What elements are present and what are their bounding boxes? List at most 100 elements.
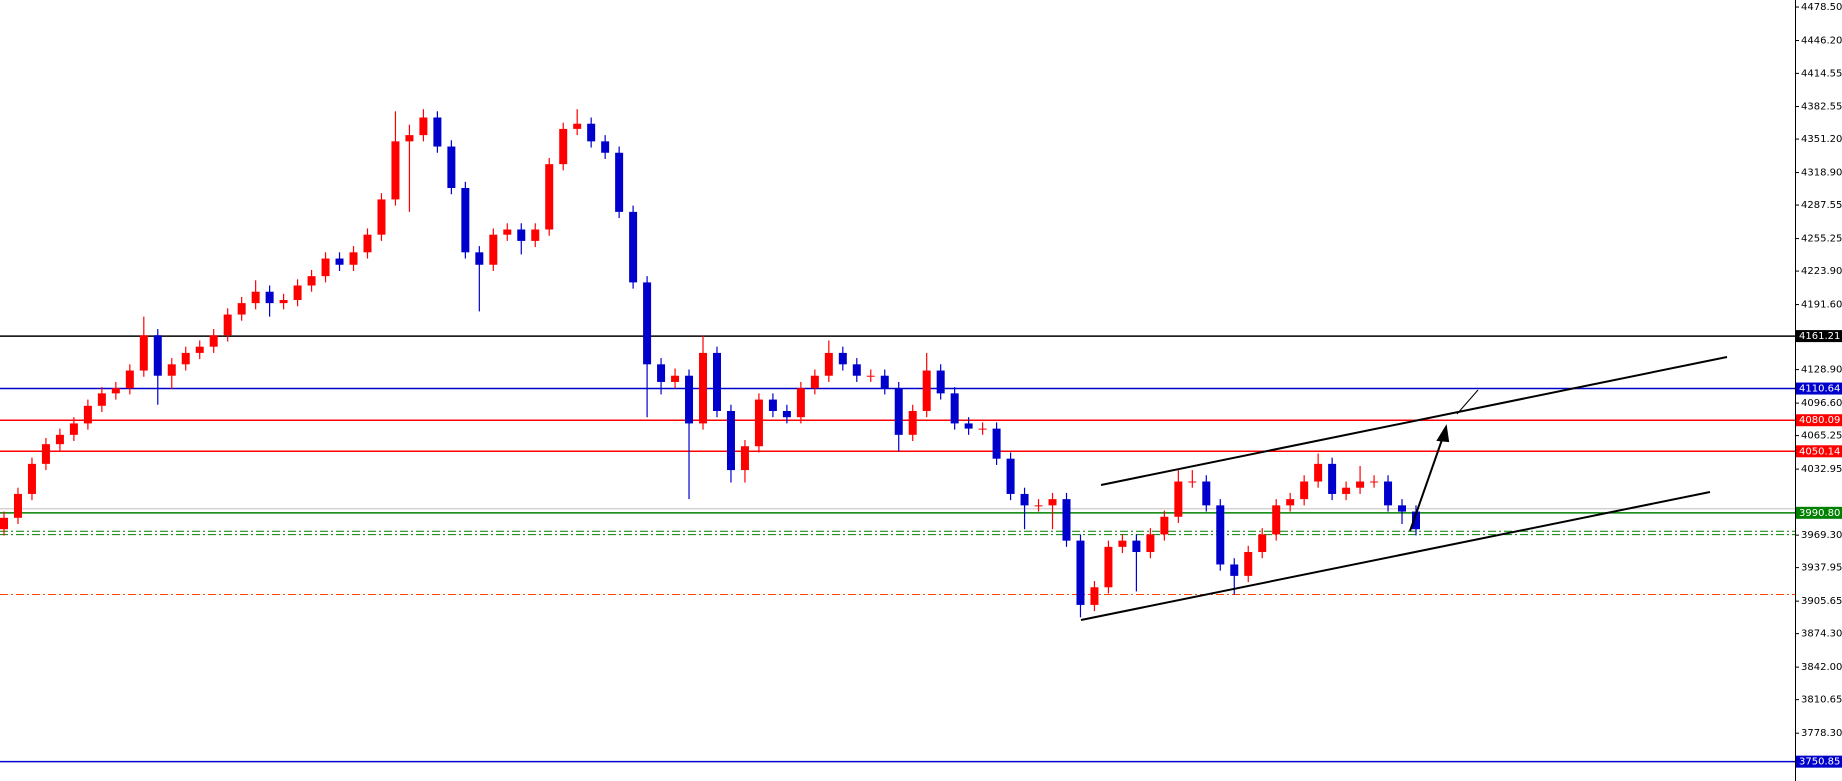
candle-body <box>1034 505 1043 507</box>
y-tick-label: 4065.25 <box>1801 431 1842 442</box>
price-tag <box>1796 414 1842 427</box>
price-tag <box>1796 506 1842 519</box>
y-tick-label: 4414.55 <box>1801 68 1842 79</box>
candle-body <box>740 446 749 471</box>
arrow-line <box>1409 433 1445 532</box>
price-tag <box>1796 330 1842 343</box>
candle-body <box>97 393 106 406</box>
candle-body <box>936 370 945 394</box>
candle-body <box>363 234 372 253</box>
candle-body <box>1188 481 1197 483</box>
arrow-projection <box>1456 389 1479 415</box>
candle-body <box>237 303 246 315</box>
candle-body <box>349 252 358 265</box>
candle-body <box>754 399 763 447</box>
candle-body <box>251 291 260 304</box>
candle-body <box>1356 481 1365 488</box>
y-tick-label: 4287.55 <box>1801 200 1842 211</box>
candle-body <box>27 463 36 494</box>
candle-body <box>335 258 344 265</box>
candle-body <box>992 428 1001 459</box>
candle-body <box>377 199 386 235</box>
channel-upper <box>1100 356 1728 486</box>
candle-body <box>489 234 498 265</box>
candle-body <box>671 375 680 382</box>
candle-body <box>139 335 148 371</box>
candle-body <box>880 375 889 389</box>
candle-body <box>615 152 624 212</box>
candle-body <box>782 410 791 418</box>
candle-body <box>629 211 638 283</box>
candle-body <box>545 164 554 230</box>
candle-body <box>447 146 456 189</box>
candle-body <box>1006 458 1015 494</box>
y-tick-label: 4128.90 <box>1801 365 1842 376</box>
price-tag-label: 4161.21 <box>1799 331 1840 342</box>
candle-body <box>1118 540 1127 547</box>
candle-body <box>503 229 512 235</box>
candle-body <box>1146 534 1155 553</box>
candle-body <box>279 300 288 304</box>
candle-body <box>699 352 708 424</box>
channel-lower <box>1080 491 1711 621</box>
candle-body <box>978 428 987 430</box>
y-tick-label: 4223.90 <box>1801 266 1842 277</box>
price-tag <box>1796 755 1842 768</box>
y-tick-label: 3969.30 <box>1801 530 1842 541</box>
candle-body <box>41 444 50 464</box>
price-tag <box>1796 445 1842 458</box>
candle-body <box>181 352 190 365</box>
y-tick-label: 3810.65 <box>1801 695 1842 706</box>
candle-body <box>768 399 777 411</box>
candle-body <box>1384 481 1393 506</box>
candle-body <box>1398 505 1407 512</box>
y-tick-label: 3874.30 <box>1801 629 1842 640</box>
candle-body <box>657 364 666 382</box>
candle-body <box>223 314 232 336</box>
candle-body <box>838 352 847 365</box>
candle-body <box>1272 505 1281 535</box>
candle-body <box>125 370 134 389</box>
arrow-head <box>1436 424 1450 443</box>
candle-body <box>1076 540 1085 605</box>
candle-body <box>433 117 442 147</box>
candle-body <box>922 370 931 411</box>
y-tick-label: 4351.20 <box>1801 134 1842 145</box>
candle-body <box>643 282 652 365</box>
candle-body <box>111 388 120 394</box>
candle-body <box>796 388 805 418</box>
candle-body <box>461 188 470 253</box>
candle-body <box>1062 499 1071 541</box>
candle-body <box>908 410 917 435</box>
candle-body <box>83 405 92 424</box>
candle-body <box>1202 481 1211 506</box>
candle-body <box>307 276 316 286</box>
candle-body <box>685 375 694 424</box>
candle-body <box>712 352 721 411</box>
candle-body <box>1090 587 1099 605</box>
candle-body <box>726 410 735 471</box>
candle-body <box>1314 463 1323 482</box>
candle-body <box>1174 481 1183 517</box>
candle-body <box>1286 499 1295 506</box>
candle-body <box>209 335 218 347</box>
candle-body <box>559 128 568 165</box>
candle-body <box>866 375 875 377</box>
candle-body <box>531 229 540 241</box>
candle-body <box>1244 552 1253 576</box>
candle-body <box>1300 481 1309 500</box>
y-tick-label: 4446.20 <box>1801 36 1842 47</box>
y-tick-label: 4478.50 <box>1801 2 1842 13</box>
candle-body <box>1216 505 1225 565</box>
candle-body <box>153 335 162 376</box>
candle-body <box>517 229 526 241</box>
price-tag-label: 4080.09 <box>1799 415 1840 426</box>
y-tick-label: 3778.30 <box>1801 728 1842 739</box>
y-tick-label: 4255.25 <box>1801 234 1842 245</box>
candle-body <box>475 252 484 265</box>
candle-body <box>1104 546 1113 588</box>
price-tag <box>1796 382 1842 395</box>
candle-body <box>321 258 330 277</box>
